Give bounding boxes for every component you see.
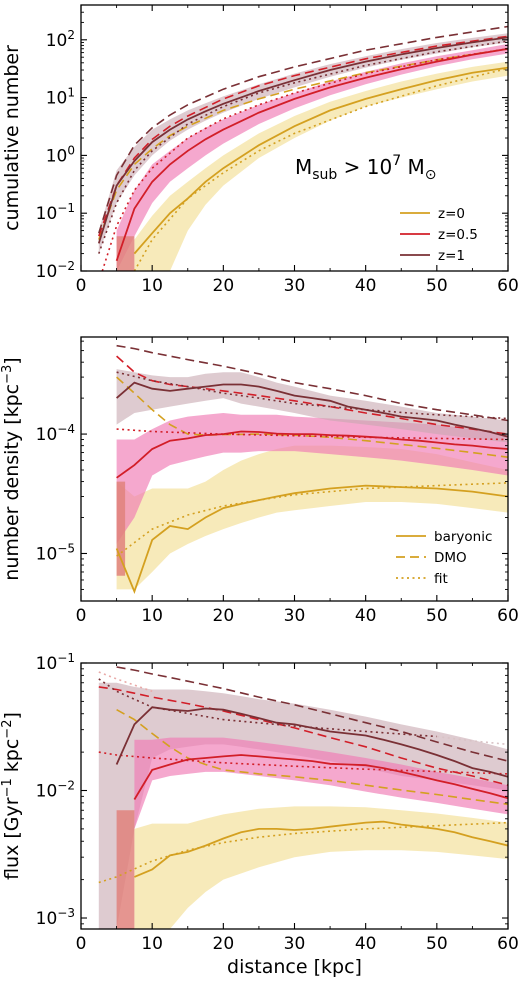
y-tick-label: 101: [46, 86, 75, 109]
series-line-dmo-z-0-5: [116, 355, 508, 435]
x-tick-label: 60: [497, 606, 519, 626]
series-line-2-4: [134, 820, 508, 878]
x-tick-label: 20: [213, 276, 235, 296]
series-line-baryonic-z-0-5: [116, 430, 508, 479]
series-line-2-8: [98, 686, 508, 786]
series-line-0-6: [98, 35, 508, 237]
y-tick-label: 10−1: [36, 201, 75, 224]
series-line-fit-z-0-5: [116, 428, 508, 441]
x-tick-label: 30: [284, 606, 306, 626]
legend-label: DMO: [434, 550, 467, 566]
x-tick-label: 10: [141, 276, 163, 296]
y-tick-label: 10−5: [36, 541, 75, 564]
legend-label: z=1: [438, 248, 465, 264]
series-line-2-12: [98, 678, 437, 738]
plot-area: [115, 344, 508, 595]
band-2-1: [134, 806, 508, 929]
mass-threshold-annotation: Msub > 107 M⊙: [295, 153, 437, 183]
band-1-3: [116, 481, 126, 576]
x-tick-label: 0: [76, 276, 87, 296]
y-tick-label: 100: [46, 143, 75, 166]
band-1-0: [116, 445, 508, 590]
series-line-fit-z-0: [116, 482, 508, 557]
x-tick-label: 60: [497, 276, 519, 296]
series-line-0-3: [133, 67, 508, 271]
band-0-1: [134, 61, 508, 271]
series-line-2-11: [116, 666, 508, 762]
x-tick-label: 50: [426, 606, 448, 626]
series-line-z-1: [97, 36, 508, 244]
y-tick-label: 10−4: [36, 422, 75, 445]
x-axis-label: distance [kpc]: [227, 956, 362, 978]
series-line-0-10: [98, 25, 508, 234]
series-line-0-2: [98, 48, 508, 240]
band-2-2: [134, 737, 508, 829]
x-tick-label: 50: [426, 276, 448, 296]
series-line-2-14: [98, 671, 153, 693]
x-tick-label: 20: [213, 606, 235, 626]
series-line-2-7: [133, 754, 508, 800]
y-tick-label: 10−1: [36, 651, 75, 674]
y-axis-label: flux [Gyr−1 kpc−2]: [0, 712, 23, 880]
series-line-2-9: [98, 751, 508, 775]
plot-area: [98, 666, 508, 929]
legend-label: baryonic: [434, 529, 492, 545]
x-tick-label: 0: [76, 934, 87, 954]
x-tick-label: 40: [355, 934, 377, 954]
series-line-dmo-z-0: [116, 376, 508, 458]
y-tick-label: 10−3: [36, 906, 75, 929]
band-0-5: [116, 43, 508, 271]
x-tick-label: 50: [426, 934, 448, 954]
panel-cumulative-number: 0 10 20 30 40 50 60 10−2 10−1 100 101 102 cumulative…: [1, 4, 519, 296]
series-line-2-5: [116, 709, 508, 806]
y-axis-label: cumulative number: [1, 45, 23, 231]
x-tick-label: 30: [284, 934, 306, 954]
series-line-0-11: [98, 40, 508, 254]
panel-flux: 0 10 20 30 40 50 60 10−3 10−2 10−1 flux [Gyr−1 kpc…: [0, 651, 519, 978]
series-line-z-0-5: [115, 47, 508, 262]
y-tick-label: 102: [46, 28, 75, 51]
series-line-2-10: [115, 706, 508, 778]
series-line-2-6: [98, 821, 508, 884]
x-tick-label: 20: [213, 934, 235, 954]
x-tick-label: 30: [284, 276, 306, 296]
plot-area: [97, 25, 508, 271]
x-tick-label: 40: [355, 606, 377, 626]
panel-number-density: 0 10 20 30 40 50 60 10−5 10−4 number density [kpc…: [0, 336, 519, 626]
legend-label: z=0.5: [438, 227, 478, 243]
series-line-z-0: [133, 66, 508, 255]
band-2-3: [116, 810, 135, 929]
y-axis-label: number density [kpc−3]: [0, 357, 23, 580]
band-0-12: [116, 236, 135, 271]
y-tick-label: 10−2: [36, 259, 75, 282]
legend-label: z=0: [438, 206, 465, 222]
x-tick-label: 10: [141, 606, 163, 626]
x-tick-label: 10: [141, 934, 163, 954]
series-line-baryonic-z-1: [116, 381, 508, 438]
legend-label: fit: [434, 571, 448, 587]
x-tick-label: 40: [355, 276, 377, 296]
x-tick-label: 0: [76, 606, 87, 626]
y-tick-label: 10−2: [36, 779, 75, 802]
series-line-2-13: [436, 735, 508, 746]
x-tick-label: 60: [497, 934, 519, 954]
series-line-fit-z-1: [116, 371, 508, 420]
